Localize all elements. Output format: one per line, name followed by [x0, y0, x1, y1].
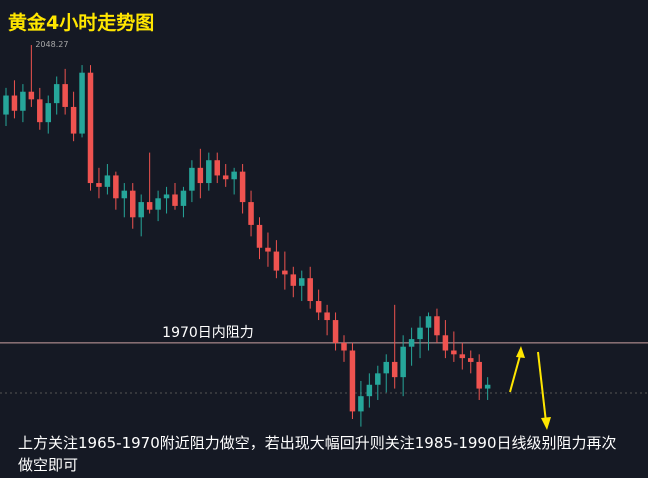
- candle-body: [451, 350, 457, 355]
- candle-body: [197, 167, 204, 184]
- candle-body: [349, 350, 356, 412]
- candle-body: [121, 190, 128, 199]
- candle-body: [138, 202, 144, 218]
- candle-body: [206, 160, 212, 184]
- candle-body: [180, 190, 187, 206]
- candle-body: [273, 251, 280, 271]
- arrow-up-head: [516, 346, 525, 358]
- candle-body: [265, 247, 271, 252]
- candle-body: [425, 316, 432, 328]
- candle-body: [375, 373, 381, 385]
- candle-body: [434, 316, 440, 336]
- candle-body: [400, 346, 406, 378]
- arrow-up: [509, 351, 522, 393]
- candle-body: [256, 224, 263, 248]
- candle-body: [307, 278, 313, 302]
- arrow-down-head: [541, 417, 551, 430]
- candle-body: [37, 99, 43, 123]
- candle-body: [315, 301, 322, 313]
- candle-body: [332, 320, 339, 343]
- candle-body: [417, 327, 423, 340]
- candle-body: [146, 202, 153, 210]
- high-label: 2048.27: [35, 40, 68, 49]
- candle-body: [366, 384, 373, 397]
- candle-body: [358, 396, 364, 412]
- candle-body: [104, 175, 111, 187]
- candle-body: [324, 312, 330, 321]
- candle-body: [341, 342, 347, 351]
- candle-body: [45, 103, 51, 123]
- resistance-label: 1970日内阻力: [162, 325, 254, 341]
- candle-body: [130, 190, 136, 218]
- candle-body: [20, 91, 26, 111]
- candle-body: [290, 274, 297, 286]
- candle-body: [70, 106, 77, 134]
- candle-body: [231, 171, 237, 180]
- candle-body: [222, 175, 229, 180]
- candle-body: [476, 361, 482, 389]
- candle-body: [383, 361, 389, 374]
- candle-body: [87, 72, 94, 184]
- candle-body: [248, 202, 254, 225]
- candle-body: [3, 95, 9, 115]
- candle-body: [391, 361, 398, 378]
- candle-body: [163, 194, 170, 199]
- candle-body: [299, 278, 305, 286]
- candle-body: [79, 72, 85, 134]
- candle-body: [484, 384, 491, 389]
- arrow-down: [537, 351, 547, 423]
- candle-body: [155, 198, 161, 210]
- candle-body: [11, 95, 18, 111]
- note: 上方关注1965-1970附近阻力做空，若出现大幅回升则关注1985-1990日…: [18, 434, 617, 474]
- candle-body: [172, 194, 178, 206]
- candle-body: [408, 339, 415, 347]
- candle-body: [239, 171, 246, 203]
- candle-body: [459, 354, 466, 359]
- candle-body: [468, 358, 474, 362]
- candle-body: [62, 84, 68, 107]
- candle-body: [53, 84, 60, 104]
- candle-body: [442, 335, 449, 351]
- candle-body: [113, 175, 119, 199]
- candle-body: [214, 160, 220, 176]
- chart-title: 黄金4小时走势图: [8, 12, 155, 34]
- candle-body: [96, 183, 102, 187]
- candle-body: [189, 167, 195, 191]
- candle-body: [28, 91, 35, 100]
- candle-body: [282, 270, 288, 275]
